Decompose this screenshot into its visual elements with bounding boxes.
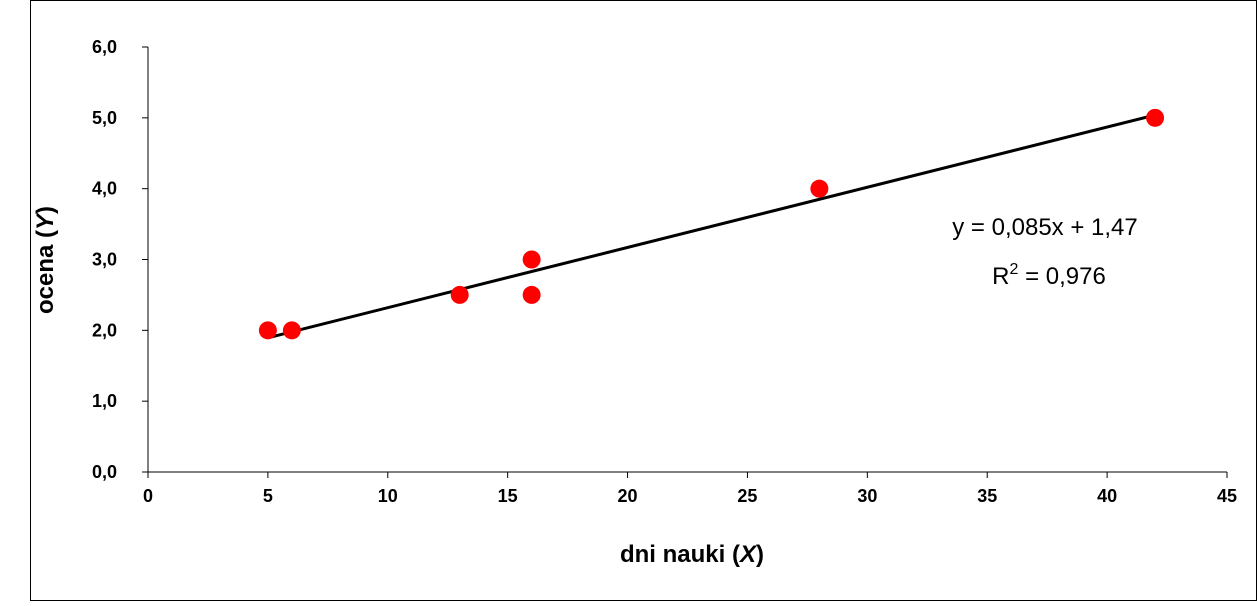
x-axis-title-end: ) bbox=[756, 541, 764, 568]
data-point bbox=[282, 321, 301, 340]
data-point bbox=[810, 179, 829, 198]
plot-area: 0 5 10 15 20 25 30 35 40 45 0,0 1,0 2,0 3,0 4,0 5,0 6,0 bbox=[92, 37, 1237, 506]
x-tick-label: 0 bbox=[143, 486, 153, 506]
x-axis-ticks: 0 5 10 15 20 25 30 35 40 45 bbox=[143, 472, 1237, 506]
x-tick-label: 15 bbox=[498, 486, 518, 506]
data-point bbox=[522, 250, 541, 269]
x-tick-label: 10 bbox=[378, 486, 398, 506]
data-point bbox=[1146, 108, 1165, 127]
y-axis-title-end: ) bbox=[32, 206, 59, 214]
x-axis-title-main: dni nauki ( bbox=[620, 541, 740, 568]
y-axis-title: ocena (Y) bbox=[32, 206, 59, 314]
r2-superscript: 2 bbox=[1010, 261, 1019, 278]
data-point bbox=[450, 285, 469, 304]
y-tick-label: 5,0 bbox=[92, 108, 117, 128]
x-axis-title-var: X bbox=[738, 541, 758, 568]
x-tick-label: 25 bbox=[737, 486, 757, 506]
data-point bbox=[522, 285, 541, 304]
x-tick-label: 5 bbox=[263, 486, 273, 506]
r2-value: = 0,976 bbox=[1018, 263, 1105, 290]
trendline bbox=[267, 113, 1156, 340]
chart-border bbox=[30, 0, 1257, 601]
trendline-equation: y = 0,085x + 1,47 bbox=[952, 214, 1137, 241]
data-points bbox=[258, 108, 1165, 340]
y-tick-label: 1,0 bbox=[92, 391, 117, 411]
y-axis-ticks: 0,0 1,0 2,0 3,0 4,0 5,0 6,0 bbox=[92, 37, 148, 482]
y-tick-label: 3,0 bbox=[92, 250, 117, 270]
x-tick-label: 40 bbox=[1097, 486, 1117, 506]
y-tick-label: 4,0 bbox=[92, 179, 117, 199]
x-axis-title: dni nauki (X) bbox=[620, 541, 764, 568]
trendline-r-squared: R2 = 0,976 bbox=[992, 261, 1106, 290]
x-tick-label: 35 bbox=[977, 486, 997, 506]
x-tick-label: 45 bbox=[1217, 486, 1237, 506]
y-tick-label: 2,0 bbox=[92, 320, 117, 340]
y-tick-label: 0,0 bbox=[92, 462, 117, 482]
r2-prefix: R bbox=[992, 263, 1009, 290]
y-axis-title-var: Y bbox=[32, 212, 59, 230]
y-axis-title-main: ocena ( bbox=[32, 230, 59, 314]
data-point bbox=[258, 321, 277, 340]
x-tick-label: 20 bbox=[618, 486, 638, 506]
x-tick-label: 30 bbox=[857, 486, 877, 506]
y-tick-label: 6,0 bbox=[92, 37, 117, 57]
